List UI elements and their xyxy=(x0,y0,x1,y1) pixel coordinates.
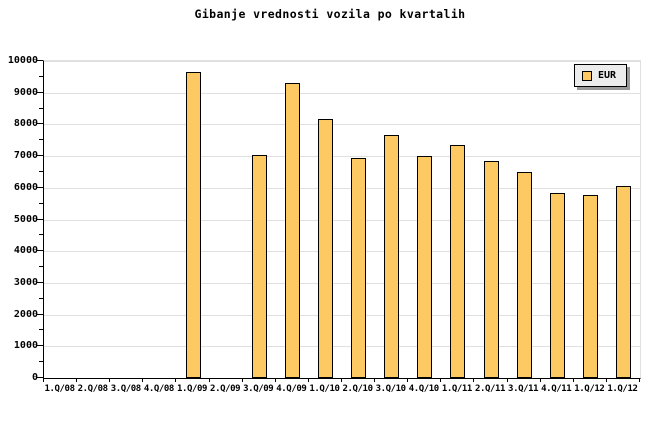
y-axis-minor-tick xyxy=(39,170,43,172)
y-axis-label: 7000 xyxy=(13,150,38,162)
y-axis-minor-tick xyxy=(39,297,43,299)
y-axis-minor-tick xyxy=(39,107,43,109)
x-axis-label: 2.Q/08 xyxy=(77,384,109,394)
y-axis-tick xyxy=(37,60,43,61)
gridline xyxy=(44,187,640,189)
y-axis-minor-tick xyxy=(39,266,43,268)
x-axis-tick xyxy=(109,378,111,382)
x-axis-label: 3.Q/10 xyxy=(375,384,407,394)
x-axis-tick xyxy=(208,378,210,382)
x-axis-tick xyxy=(307,378,309,382)
y-axis-label: 0 xyxy=(31,372,38,383)
y-axis-label: 6000 xyxy=(13,181,38,193)
y-axis-label: 10000 xyxy=(7,55,38,66)
y-axis-minor-tick xyxy=(39,75,43,77)
x-axis-label: 1.Q/12 xyxy=(607,384,638,394)
y-axis-minor-tick xyxy=(39,234,43,236)
legend: EUR xyxy=(574,64,627,87)
bar-2.Q/10 xyxy=(351,157,367,378)
x-axis-tick xyxy=(142,378,144,382)
gridline xyxy=(44,156,640,158)
y-axis-tick xyxy=(37,250,43,252)
bar-3.Q/10 xyxy=(384,134,400,378)
x-axis-label: 1.Q/12 xyxy=(574,384,605,394)
gridline xyxy=(44,219,640,221)
x-axis-label: 1.Q/09 xyxy=(176,384,208,394)
bar-2.Q/11 xyxy=(483,160,499,378)
x-axis-tick xyxy=(175,378,177,382)
x-axis-label: 4.Q/10 xyxy=(408,384,440,394)
y-axis-tick xyxy=(37,377,43,378)
x-axis-tick xyxy=(274,378,276,382)
gridline xyxy=(44,61,640,62)
bar-1.Q/11 xyxy=(450,145,466,378)
y-axis-tick xyxy=(37,345,43,347)
y-axis-label: 5000 xyxy=(13,213,38,225)
legend-swatch-eur xyxy=(582,70,592,81)
x-axis-tick xyxy=(473,378,475,382)
x-axis-label: 1.Q/10 xyxy=(309,384,340,394)
y-axis-label: 3000 xyxy=(13,276,38,288)
x-axis-tick xyxy=(605,378,607,382)
x-axis-tick xyxy=(43,378,44,382)
x-axis-tick xyxy=(440,378,442,382)
x-axis-tick xyxy=(76,378,78,382)
legend-label: EUR xyxy=(598,70,617,81)
y-axis-minor-tick xyxy=(39,139,43,141)
gridline xyxy=(44,282,640,284)
gridline xyxy=(44,314,640,316)
y-axis-minor-tick xyxy=(39,202,43,204)
x-axis-label: 2.Q/10 xyxy=(342,384,373,394)
x-axis-tick xyxy=(407,378,409,382)
x-axis-tick xyxy=(506,378,508,382)
y-axis-tick xyxy=(37,218,43,220)
y-axis-label: 9000 xyxy=(13,86,38,98)
x-axis-label: 1.Q/08 xyxy=(44,384,75,394)
y-axis-label: 1000 xyxy=(13,340,38,352)
y-axis-label: 4000 xyxy=(13,245,38,257)
x-axis-tick xyxy=(539,378,541,382)
y-axis-minor-tick xyxy=(39,361,43,363)
x-axis-label: 4.Q/08 xyxy=(143,384,175,394)
x-axis-tick xyxy=(241,378,243,382)
y-axis-tick xyxy=(37,313,43,315)
bar-1.Q/10 xyxy=(317,119,333,378)
y-axis-tick xyxy=(37,155,43,157)
x-axis-tick xyxy=(374,378,376,382)
y-axis-label: 2000 xyxy=(13,308,38,320)
x-axis-label: 2.Q/09 xyxy=(210,384,241,394)
gridline xyxy=(44,92,640,94)
x-axis-label: 2.Q/11 xyxy=(474,384,506,394)
y-axis-tick xyxy=(37,123,43,125)
bar-4.Q/11 xyxy=(549,193,565,378)
x-axis-label: 1.Q/11 xyxy=(441,384,473,394)
gridline xyxy=(44,251,640,253)
y-axis-label: 8000 xyxy=(13,118,38,130)
bar-1.Q/12 xyxy=(582,195,598,378)
bar-1.Q/12 xyxy=(615,186,631,378)
x-axis-label: 4.Q/11 xyxy=(541,384,572,394)
chart-title: Gibanje vrednosti vozila po kvartalih xyxy=(194,7,466,21)
bar-3.Q/09 xyxy=(251,155,267,378)
y-axis-tick xyxy=(37,91,43,93)
x-axis-label: 4.Q/09 xyxy=(276,384,307,394)
x-axis-label: 3.Q/08 xyxy=(110,384,142,394)
x-axis-tick xyxy=(639,378,640,382)
bar-4.Q/09 xyxy=(284,82,300,378)
x-axis-tick xyxy=(572,378,574,382)
gridline xyxy=(44,124,640,126)
gridline xyxy=(44,346,640,348)
bar-1.Q/09 xyxy=(185,72,201,378)
x-axis-label: 3.Q/11 xyxy=(508,384,539,394)
x-axis-label: 3.Q/09 xyxy=(243,384,274,394)
y-axis-tick xyxy=(37,281,43,283)
x-axis-tick xyxy=(341,378,342,382)
plot-area xyxy=(43,60,641,379)
bar-4.Q/10 xyxy=(417,156,433,378)
y-axis-tick xyxy=(37,186,43,188)
y-axis-minor-tick xyxy=(39,329,43,331)
bar-3.Q/11 xyxy=(516,171,532,378)
